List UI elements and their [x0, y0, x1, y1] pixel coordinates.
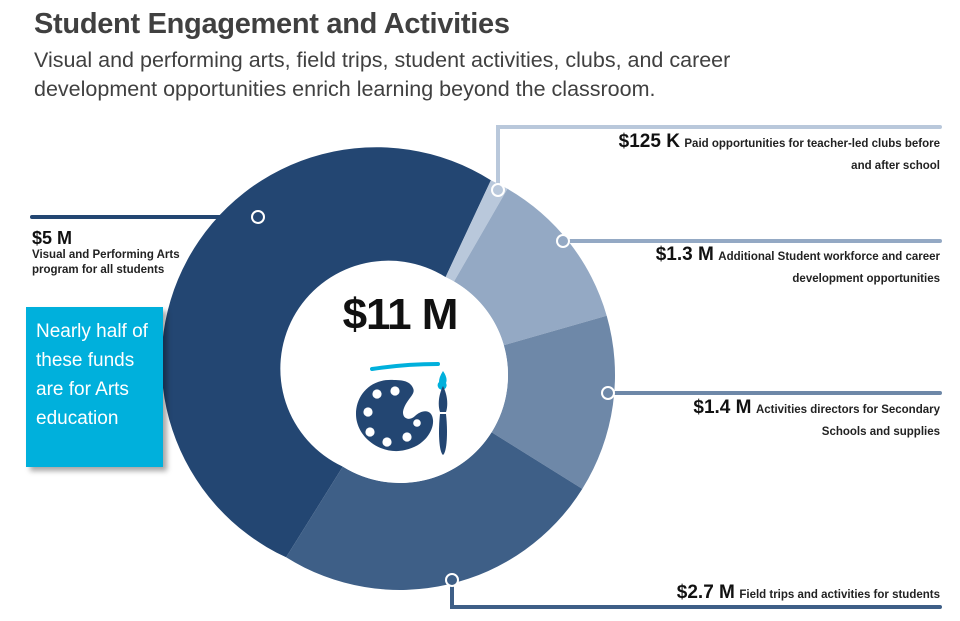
label-workforce-description-1: Additional Student workforce and career	[718, 251, 940, 263]
label-workforce-amount: $1.3 M	[655, 244, 714, 265]
label-activities-directors-description-2: Schools and supplies	[821, 426, 940, 438]
label-clubs-amount: $125 K	[618, 131, 680, 152]
label-clubs-description-1: Paid opportunities for teacher-led clubs…	[684, 138, 940, 150]
total-amount: $11 M	[342, 290, 459, 339]
segment-field-trips	[286, 432, 583, 590]
page-title: Student Engagement and Activities	[34, 8, 510, 40]
segment-clubs	[445, 180, 508, 282]
segment-arts	[161, 147, 491, 558]
segment-workforce	[454, 188, 607, 346]
label-field-trips: $2.7 M Field trips and activities for st…	[480, 582, 940, 606]
label-activities-directors-amount: $1.4 M	[693, 397, 752, 418]
label-activities-directors: $1.4 M Activities directors for Secondar…	[480, 397, 940, 443]
label-arts-amount: $5 M	[32, 228, 73, 248]
label-clubs-description-2: and after school	[851, 160, 940, 172]
segment-activities-directors	[491, 315, 616, 489]
label-arts-description: Visual and Performing Arts program for a…	[32, 249, 180, 276]
label-workforce-description-2: development opportunities	[792, 273, 940, 285]
arts-callout-box: Nearly half of these funds are for Arts …	[26, 307, 163, 467]
label-field-trips-description: Field trips and activities for students	[739, 589, 940, 601]
label-activities-directors-description-1: Activities directors for Secondary	[755, 404, 940, 416]
label-clubs: $125 K Paid opportunities for teacher-le…	[480, 131, 940, 177]
label-workforce: $1.3 M Additional Student workforce and …	[480, 244, 940, 290]
art-palette-brush-icon	[356, 362, 448, 455]
leader-lines	[30, 125, 942, 609]
label-field-trips-amount: $2.7 M	[676, 582, 735, 603]
leader-dots	[251, 183, 615, 587]
label-arts: $5 M Visual and Performing Arts program …	[32, 228, 182, 278]
page-subtitle: Visual and performing arts, field trips,…	[34, 48, 731, 101]
